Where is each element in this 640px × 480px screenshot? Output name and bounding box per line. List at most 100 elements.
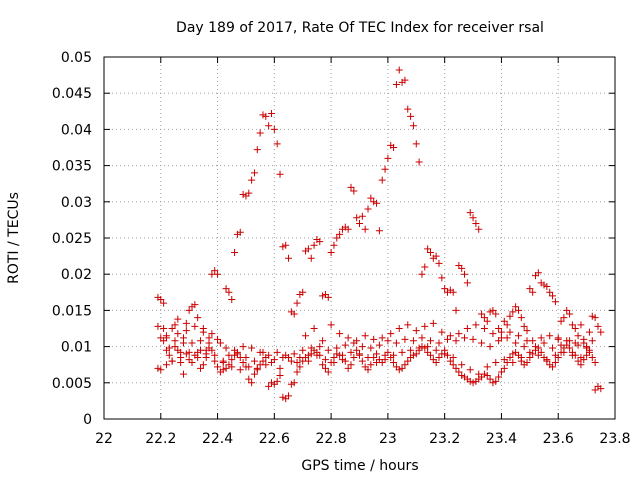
data-point: [492, 310, 500, 318]
data-point: [350, 187, 358, 195]
data-point: [287, 357, 295, 365]
data-point: [455, 262, 463, 270]
data-point: [455, 330, 463, 338]
data-point: [236, 228, 244, 236]
data-point: [401, 335, 409, 343]
data-point: [390, 351, 398, 359]
x-tick-label: 22.2: [145, 431, 176, 447]
data-point: [463, 279, 471, 287]
data-point: [265, 382, 273, 390]
data-point: [353, 214, 361, 222]
x-tick-labels: 22 22.2 22.4 22.6 22.8 23 23.2 23.4 23.6 23.8: [95, 431, 631, 447]
data-point: [324, 346, 332, 354]
data-point: [384, 348, 392, 356]
data-point: [446, 332, 454, 340]
x-tick-label: 23.6: [543, 431, 574, 447]
data-point: [509, 350, 517, 358]
data-point: [543, 283, 551, 291]
data-point: [418, 334, 426, 342]
data-point: [344, 225, 352, 233]
data-point: [466, 366, 474, 374]
x-tick-label: 22.8: [316, 431, 347, 447]
data-point: [452, 364, 460, 372]
data-point: [347, 348, 355, 356]
data-point: [426, 248, 434, 256]
data-point: [418, 270, 426, 278]
data-point: [154, 364, 162, 372]
data-point: [364, 205, 372, 213]
data-point: [182, 327, 190, 335]
data-point: [378, 176, 386, 184]
data-point: [341, 341, 349, 349]
data-point: [591, 359, 599, 367]
data-point: [307, 344, 315, 352]
data-point: [415, 344, 423, 352]
data-point: [526, 285, 534, 293]
data-point: [299, 288, 307, 296]
data-point: [458, 372, 466, 380]
data-point: [509, 308, 517, 316]
data-point: [174, 330, 182, 338]
data-point: [245, 189, 253, 197]
data-point: [580, 335, 588, 343]
data-point: [327, 248, 335, 256]
data-point: [321, 290, 329, 298]
data-point: [370, 335, 378, 343]
data-point: [188, 339, 196, 347]
data-point: [517, 314, 525, 322]
data-point: [546, 332, 554, 340]
data-point: [412, 350, 420, 358]
data-point: [517, 353, 525, 361]
data-point: [171, 321, 179, 329]
data-point: [426, 351, 434, 359]
data-point: [168, 325, 176, 332]
data-point: [512, 339, 520, 347]
data-point: [373, 199, 381, 207]
data-point: [594, 322, 602, 330]
data-point: [514, 306, 522, 314]
data-point: [560, 348, 568, 356]
data-point: [395, 366, 403, 374]
data-point: [574, 357, 582, 365]
data-point: [302, 332, 310, 340]
data-point: [236, 366, 244, 374]
data-point: [239, 359, 247, 367]
data-point: [472, 220, 480, 228]
data-point: [537, 348, 545, 356]
data-point: [392, 363, 400, 371]
data-point: [248, 344, 256, 352]
x-tick-label: 23.2: [429, 431, 460, 447]
data-point: [446, 357, 454, 365]
data-point: [367, 194, 375, 202]
data-point: [421, 322, 429, 330]
data-point: [390, 359, 398, 367]
data-point: [364, 353, 372, 361]
data-point: [182, 319, 190, 327]
data-point: [262, 112, 270, 120]
data-point: [327, 321, 335, 329]
y-tick-label: 0: [83, 412, 92, 428]
data-point: [407, 112, 415, 120]
data-point: [432, 359, 440, 367]
data-point: [157, 296, 165, 304]
data-point: [338, 351, 346, 359]
data-point: [285, 254, 293, 262]
data-point: [412, 327, 420, 335]
data-point: [285, 392, 293, 400]
data-point: [361, 225, 369, 233]
data-point: [492, 377, 500, 385]
data-point: [304, 357, 312, 365]
y-tick-label: 0.01: [61, 340, 92, 356]
data-point: [256, 129, 264, 137]
data-point: [225, 351, 233, 359]
data-point: [248, 379, 256, 387]
data-point: [321, 356, 329, 364]
data-point: [438, 328, 446, 336]
data-point: [279, 243, 287, 251]
data-point: [568, 321, 576, 329]
data-point: [534, 344, 542, 352]
data-point: [577, 361, 585, 369]
data-point: [395, 325, 403, 332]
data-point: [185, 356, 193, 364]
